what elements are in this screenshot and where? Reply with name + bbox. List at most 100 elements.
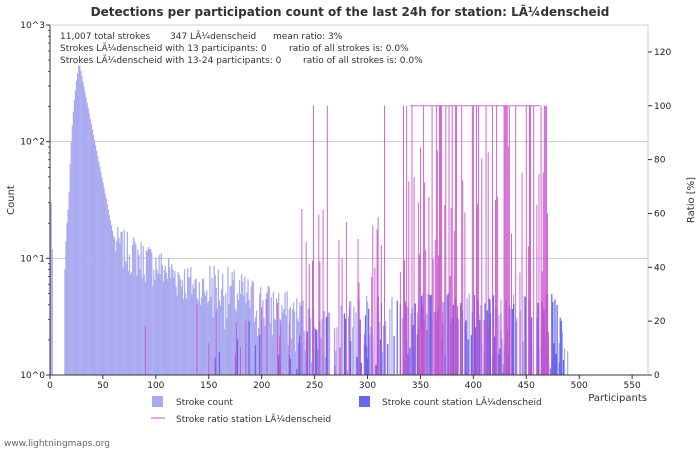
stroke-count-bar <box>323 310 325 375</box>
stroke-count-bar <box>132 244 134 375</box>
stroke-count-bar <box>87 108 89 376</box>
stroke-count-bar <box>83 86 85 376</box>
stroke-count-bar <box>108 214 110 375</box>
x-axis-ticks: 0 50 100 150 200 250 300 350 400 450 500 550 <box>47 375 641 391</box>
stroke-count-bar <box>516 318 518 375</box>
stroke-count-bar <box>389 308 391 375</box>
legend-label-station-count: Stroke count station LÃ¼denscheid <box>382 397 542 408</box>
stroke-count-bar <box>201 278 204 375</box>
stroke-count-bar <box>94 145 97 375</box>
stroke-count-bar <box>88 113 90 375</box>
stroke-count-bar <box>168 258 170 375</box>
stroke-count-bar <box>102 182 104 375</box>
stroke-count-bar <box>163 269 166 375</box>
stroke-count-bar <box>256 336 259 375</box>
stroke-count-bar <box>110 225 113 375</box>
x-tick-label: 300 <box>359 381 376 391</box>
legend-item-station-ratio: Stroke ratio station LÃ¼denscheid <box>151 414 331 425</box>
stroke-count-bar <box>138 254 140 375</box>
stroke-count-bar <box>212 317 214 375</box>
stroke-count-bar <box>193 288 195 375</box>
stroke-count-bar <box>221 273 224 375</box>
info-box: 11,007 total strokes 347 LÃ¼denscheid me… <box>60 31 423 66</box>
stroke-count-bar <box>66 223 68 375</box>
footer-credit: www.lightningmaps.org <box>4 439 110 449</box>
stroke-count-bar <box>101 177 103 375</box>
stroke-count-bar <box>247 279 249 375</box>
stroke-count-bar <box>143 274 145 375</box>
stroke-count-bar <box>70 142 72 375</box>
y-tick-label: 10^0 <box>20 371 45 381</box>
stroke-count-bar <box>228 304 230 375</box>
stroke-count-bar <box>237 299 240 375</box>
stroke-count-bar <box>285 315 287 375</box>
stroke-count-bar <box>165 272 168 375</box>
station-count-bar <box>430 295 432 375</box>
x-tick-label: 50 <box>97 381 109 391</box>
station-count-bar <box>489 313 492 375</box>
stroke-count-bar <box>157 273 159 375</box>
stroke-count-bar <box>355 312 357 375</box>
stroke-count-bar <box>346 370 349 375</box>
stroke-count-bar <box>498 315 500 375</box>
stroke-count-bar <box>272 291 275 375</box>
station-count-bar <box>375 364 377 375</box>
legend: Stroke count Stroke count station LÃ¼den… <box>151 396 542 425</box>
stroke-count-bar <box>119 243 121 375</box>
stroke-count-bar <box>117 226 119 375</box>
stroke-count-bar <box>171 264 173 375</box>
info-strokes-13-24: Strokes LÃ¼denscheid with 13-24 particip… <box>60 55 282 66</box>
stroke-count-bar <box>118 237 120 375</box>
stroke-count-bar <box>286 291 288 375</box>
stroke-count-bar <box>252 281 254 375</box>
stroke-count-bar <box>211 277 213 375</box>
stroke-count-bar <box>378 321 380 375</box>
station-count-bar <box>537 302 539 375</box>
stroke-count-bar <box>114 238 116 375</box>
stroke-count-bar <box>292 302 295 375</box>
y-axis-ticks: 10^0 10^1 10^2 10^3 <box>20 21 50 381</box>
stroke-count-bar <box>186 298 188 375</box>
stroke-count-bar <box>230 285 232 375</box>
stroke-count-bar <box>236 293 239 375</box>
stroke-count-bar <box>84 92 86 375</box>
stroke-count-bar <box>304 350 306 375</box>
station-count-bar <box>556 305 558 375</box>
stroke-count-bar <box>410 313 412 375</box>
stroke-count-bar <box>291 309 294 375</box>
stroke-count-bar <box>128 254 131 375</box>
stroke-count-bar <box>103 188 105 375</box>
stroke-count-bar <box>123 229 125 375</box>
stroke-count-bar <box>251 280 253 375</box>
stroke-count-bar <box>366 301 369 375</box>
stroke-count-bar <box>307 308 309 375</box>
stroke-count-bar <box>216 307 218 375</box>
stroke-count-bar <box>92 134 95 375</box>
stroke-count-bar <box>320 338 322 375</box>
station-count-bar <box>316 330 318 375</box>
station-count-bar <box>306 331 308 375</box>
stroke-count-bar <box>73 99 76 376</box>
station-count-bar <box>396 300 398 375</box>
stroke-count-bar <box>176 295 178 375</box>
stroke-count-bar <box>401 317 404 375</box>
x-tick-label: 400 <box>465 381 482 391</box>
stroke-count-bar <box>161 264 163 375</box>
stroke-count-bar <box>150 248 152 375</box>
legend-item-stroke-count: Stroke count <box>152 396 233 408</box>
station-count-bar <box>304 373 306 375</box>
station-count-bar <box>278 355 280 375</box>
stroke-count-bar <box>106 204 108 375</box>
station-count-bar <box>365 346 368 375</box>
legend-item-station-count: Stroke count station LÃ¼denscheid <box>359 396 542 408</box>
stroke-count-bar <box>278 293 280 375</box>
station-count-bar <box>470 335 472 375</box>
y-tick-label: 10^3 <box>20 21 45 31</box>
stroke-count-bar <box>297 318 299 375</box>
station-count-bar <box>531 317 533 375</box>
stroke-count-bar <box>96 150 98 375</box>
station-count-bar <box>486 310 488 375</box>
stroke-count-bar <box>71 125 73 375</box>
stroke-count-bar <box>78 66 80 376</box>
stroke-count-bar <box>105 198 107 375</box>
